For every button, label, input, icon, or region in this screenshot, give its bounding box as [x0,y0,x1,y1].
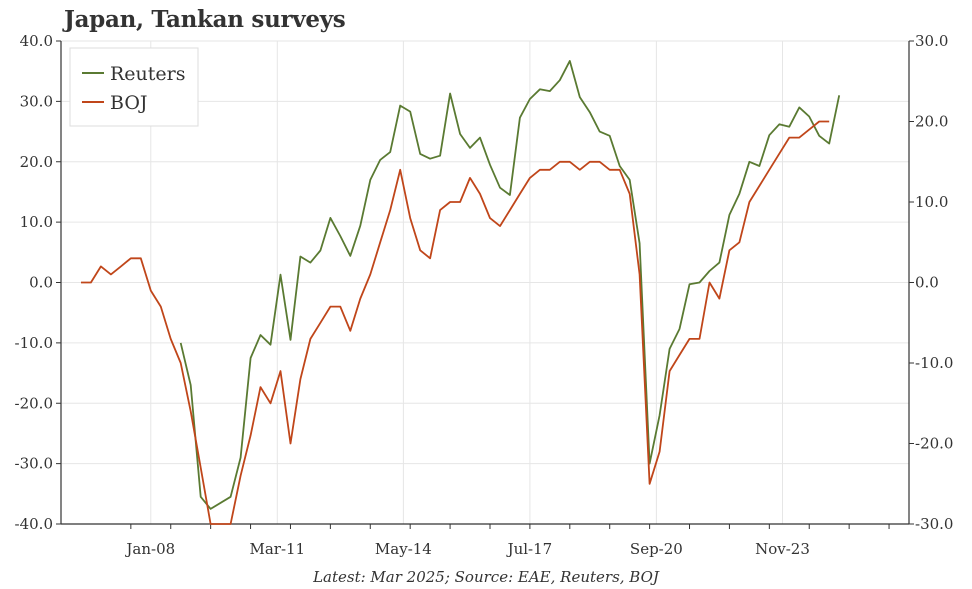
series-line-boj [81,120,830,525]
x-tick-label: Sep-20 [630,540,683,558]
legend: Reuters BOJ [69,47,199,127]
series-line-reuters [179,60,841,510]
x-tick-label: Jan-08 [124,540,175,558]
right-tick-label: 30.0 [915,32,948,50]
x-tick-label: May-14 [375,540,432,558]
chart-title: Japan, Tankan surveys [64,6,346,33]
right-tick-label: 0.0 [915,274,939,292]
left-tick-label: -10.0 [15,334,53,352]
right-tick-label: -20.0 [915,435,953,453]
left-tick-label: 30.0 [20,92,53,110]
axes [56,40,914,529]
right-y-axis-tick-labels: 30.0 20.0 10.0 0.0 -10.0 -20.0 -30.0 [915,32,953,533]
right-tick-label: -10.0 [915,354,953,372]
left-tick-label: 0.0 [29,274,53,292]
left-y-axis-tick-labels: 40.0 30.0 20.0 10.0 0.0 -10.0 -20.0 -30.0 -40.0 [15,32,53,533]
x-axis-tick-labels: Jan-08 Mar-11 May-14 Jul-17 Sep-20 Nov-23 [124,540,809,558]
left-tick-label: -40.0 [15,515,53,533]
legend-label-boj: BOJ [110,92,148,114]
left-tick-label: -30.0 [15,455,53,473]
left-tick-label: -20.0 [15,394,53,412]
source-footnote: Latest: Mar 2025; Source: EAE, Reuters, … [312,568,660,586]
x-tick-label: Jul-17 [506,540,553,558]
left-tick-label: 20.0 [20,153,53,171]
x-tick-label: Nov-23 [755,540,810,558]
right-tick-label: 20.0 [915,113,948,131]
x-tick-label: Mar-11 [249,540,305,558]
legend-label-reuters: Reuters [110,63,186,85]
left-tick-label: 10.0 [20,213,53,231]
series-lines [81,60,841,525]
right-tick-label: 10.0 [915,193,948,211]
legend-box [69,47,199,127]
right-tick-label: -30.0 [915,515,953,533]
left-tick-label: 40.0 [20,32,53,50]
